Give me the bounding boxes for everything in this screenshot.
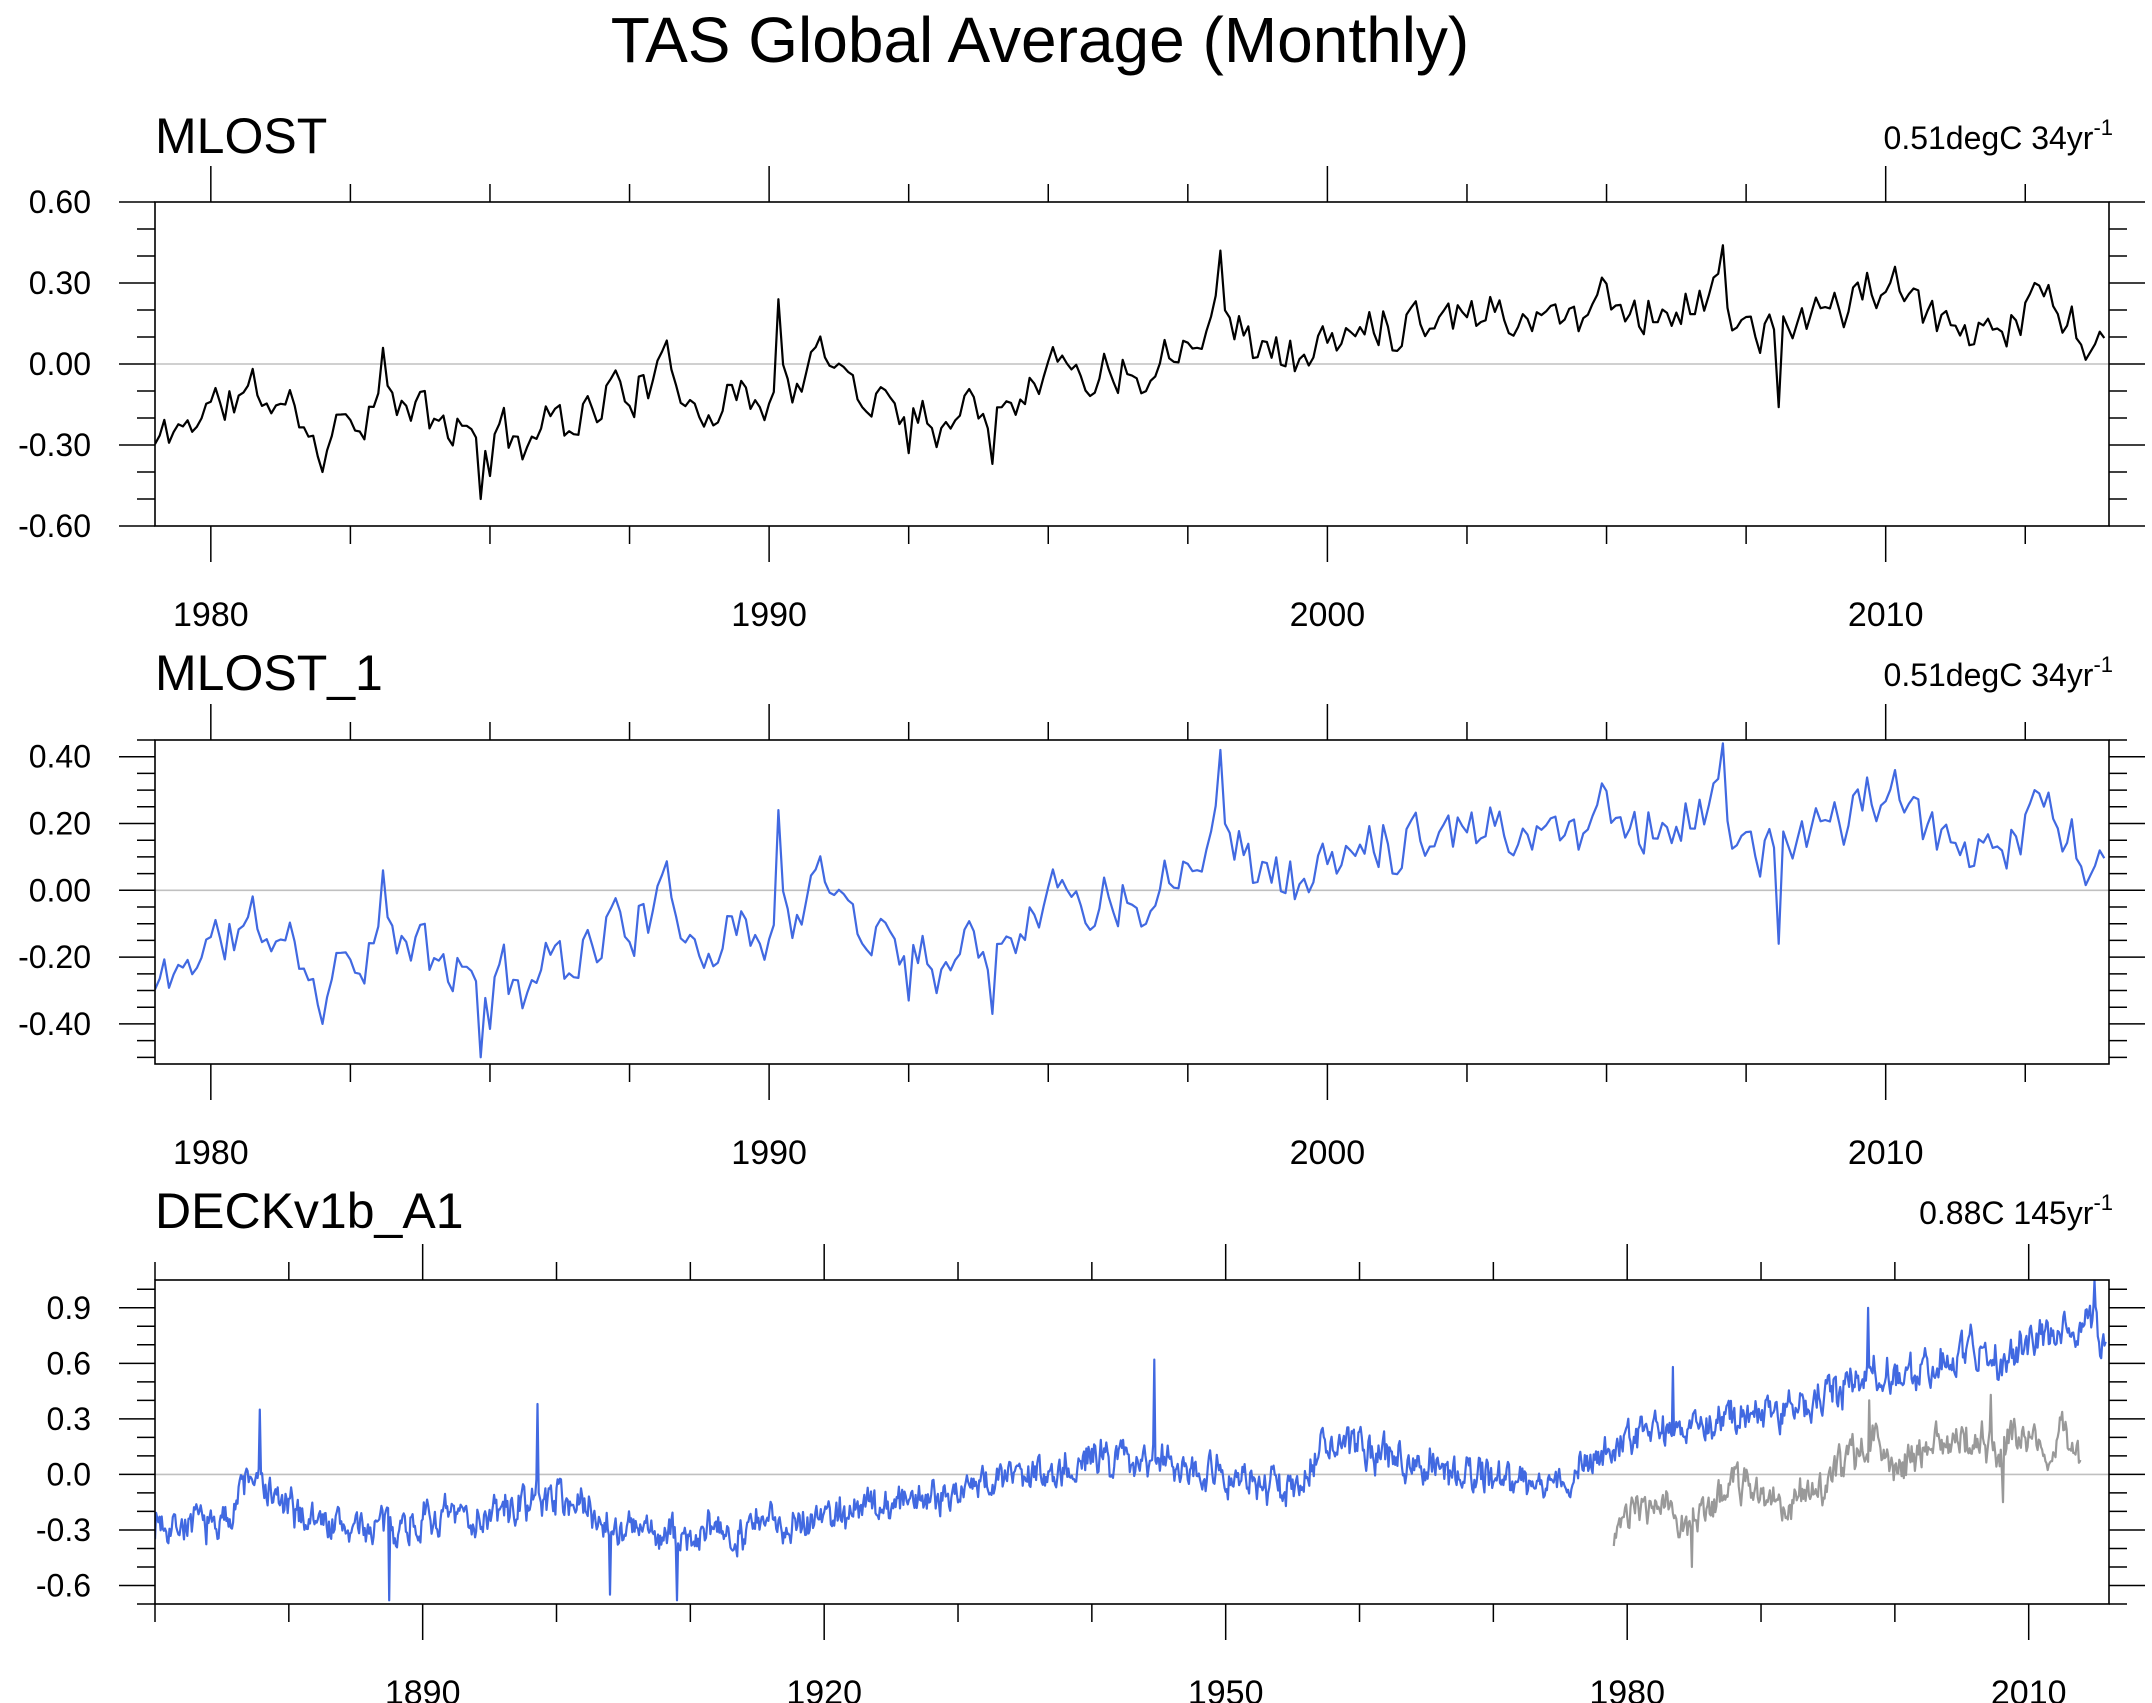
panel-title: MLOST_1 (155, 645, 383, 701)
trend-exponent: -1 (2093, 115, 2113, 140)
y-tick-label: 0.0 (47, 1456, 91, 1492)
series-line-1 (155, 1280, 2107, 1602)
y-tick-label: 0.40 (29, 739, 91, 775)
x-tick-label: 1890 (385, 1674, 461, 1703)
x-tick-label: 2010 (1848, 1134, 1924, 1172)
trend-exponent: -1 (2093, 1190, 2113, 1215)
y-tick-label: 0.60 (29, 184, 91, 220)
figure-title: TAS Global Average (Monthly) (611, 4, 1469, 76)
y-tick-label: -0.60 (18, 508, 91, 544)
panel-title: DECKv1b_A1 (155, 1183, 464, 1239)
series-line-2 (1612, 1393, 2082, 1569)
x-tick-label: 1950 (1188, 1674, 1264, 1703)
x-tick-label: 2000 (1290, 596, 1366, 634)
x-tick-label: 2000 (1290, 1134, 1366, 1172)
panel-1: MLOST 0.51degC 34yr-1 1980 1990 2000 2010 0.60… (18, 108, 2145, 634)
panel-2: MLOST_1 0.51degC 34yr-1 1980 1990 2000 2010 0.… (18, 645, 2145, 1172)
trend-exponent: -1 (2093, 652, 2113, 677)
plot-frame (154, 739, 2110, 1065)
trend-label: 0.51degC 34yr-1 (1884, 115, 2113, 156)
y-tick-label: 0.6 (47, 1345, 91, 1381)
trend-value: 0.51degC 34yr (1884, 657, 2094, 693)
trend-value: 0.51degC 34yr (1884, 120, 2094, 156)
series-line-1 (155, 742, 2106, 1059)
panel-title: MLOST (155, 108, 327, 164)
x-tick-label: 1920 (786, 1674, 862, 1703)
trend-label: 0.51degC 34yr-1 (1884, 652, 2113, 693)
plot-frame (154, 1279, 2110, 1605)
y-tick-label: -0.6 (36, 1567, 91, 1603)
y-tick-label: -0.3 (36, 1512, 91, 1548)
x-tick-label: 2010 (1991, 1674, 2067, 1703)
y-tick-label: 0.30 (29, 265, 91, 301)
x-tick-label: 1990 (731, 1134, 807, 1172)
y-tick-label: 0.00 (29, 872, 91, 908)
x-tick-label: 1990 (731, 596, 807, 634)
y-tick-label: -0.40 (18, 1006, 91, 1042)
x-tick-label: 1980 (1589, 1674, 1665, 1703)
y-tick-label: -0.20 (18, 939, 91, 975)
trend-label: 0.88C 145yr-1 (1919, 1190, 2113, 1231)
y-tick-label: 0.3 (47, 1401, 91, 1437)
panel-3: DECKv1b_A1 0.88C 145yr-1 1890 1920 1950 1980 2… (36, 1183, 2145, 1703)
trend-value: 0.88C 145yr (1919, 1195, 2094, 1231)
x-tick-label: 1980 (173, 1134, 249, 1172)
y-tick-label: 0.9 (47, 1290, 91, 1326)
y-tick-label: 0.20 (29, 806, 91, 842)
x-tick-label: 1980 (173, 596, 249, 634)
y-tick-label: 0.00 (29, 346, 91, 382)
series-line-1 (155, 244, 2106, 501)
x-tick-label: 2010 (1848, 596, 1924, 634)
y-tick-label: -0.30 (18, 427, 91, 463)
